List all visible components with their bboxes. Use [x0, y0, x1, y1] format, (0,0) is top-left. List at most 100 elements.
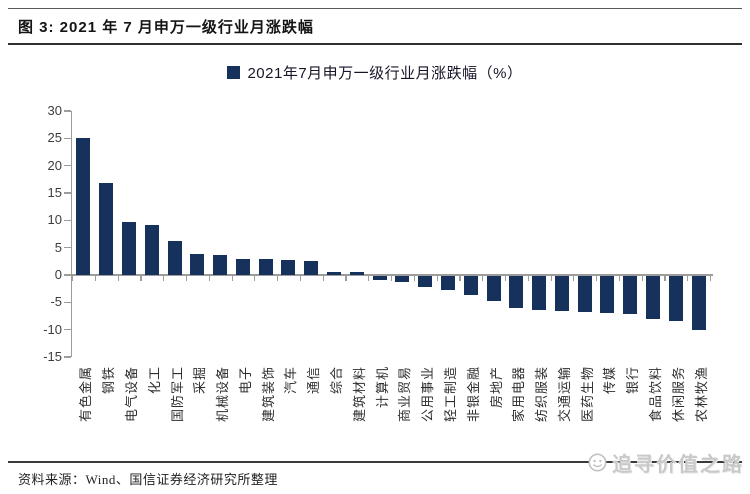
x-axis-tick [596, 275, 598, 281]
x-axis-category-label-text: 食品饮料 [648, 366, 664, 423]
x-axis-category-label-text: 采掘 [192, 366, 208, 395]
y-axis-tick-label: 15 [47, 185, 62, 200]
x-axis-tick [94, 275, 96, 281]
chart-legend: 2021年7月申万一级行业月涨跌幅（%） [0, 60, 750, 84]
x-axis-tick [459, 275, 461, 281]
figure-title: 图 3: 2021 年 7 月申万一级行业月涨跌幅 [18, 19, 314, 36]
watermark: 追寻价值之路 [587, 449, 744, 476]
x-axis-tick [72, 275, 74, 281]
x-axis-tick [277, 275, 279, 281]
x-axis-category-label-text: 综合 [329, 366, 345, 395]
x-axis-category-label-text: 电气设备 [123, 366, 139, 423]
bar [532, 276, 547, 311]
y-axis-tick-label: -15 [43, 349, 62, 364]
x-axis-category-label-text: 休闲服务 [670, 366, 686, 423]
y-axis-tick-label: -5 [50, 294, 62, 310]
y-axis-tick [64, 246, 71, 249]
y-axis-tick [64, 164, 71, 167]
x-axis-tick [710, 275, 712, 281]
bar [646, 276, 661, 320]
x-axis-tick [641, 275, 643, 281]
legend-swatch-icon [227, 65, 241, 79]
source-note: 资料来源：Wind、国信证券经济研究所整理 [18, 472, 278, 487]
bar [121, 221, 136, 275]
x-axis-tick [163, 275, 165, 281]
x-axis-category-label-text: 机械设备 [215, 366, 231, 423]
x-axis-tick [140, 275, 142, 281]
x-axis-category-label-text: 商业贸易 [397, 366, 413, 423]
x-axis-category-label-text: 电子 [237, 366, 253, 395]
legend-label: 2021年7月申万一级行业月涨跌幅（%） [247, 64, 523, 82]
y-axis-tick [64, 301, 71, 304]
footer-rule [8, 461, 742, 463]
bar [235, 259, 250, 275]
bar [486, 276, 501, 302]
bar [554, 276, 569, 311]
x-axis-tick [664, 275, 666, 281]
x-axis-tick [368, 275, 370, 281]
y-axis-tick-label: 0 [54, 267, 62, 282]
x-axis-tick [322, 275, 324, 281]
x-axis-category-label-text: 非银金融 [465, 366, 481, 423]
x-axis-category-label-text: 轻工制造 [442, 366, 458, 423]
bar [258, 259, 273, 275]
y-axis-tick-label: 30 [47, 103, 62, 118]
x-axis-tick [687, 275, 689, 281]
x-axis-category-label-text: 汽车 [283, 366, 299, 395]
x-axis-tick [550, 275, 552, 281]
x-axis-tick [573, 275, 575, 281]
x-axis-category-label-text: 传媒 [602, 366, 618, 395]
bar [509, 276, 524, 308]
y-axis-tick-label: 25 [47, 130, 62, 146]
x-axis-category-label-text: 有色金属 [78, 366, 94, 423]
x-axis-tick [345, 275, 347, 281]
y-axis-tick [64, 356, 71, 358]
bar [144, 224, 159, 275]
y-axis-tick [64, 192, 71, 194]
watermark-text: 追寻价值之路 [612, 453, 744, 476]
bar [463, 276, 478, 296]
x-axis-category-label-text: 计算机 [374, 366, 390, 409]
x-axis-tick [254, 275, 256, 281]
title-divider-rule [8, 43, 742, 45]
bar [395, 276, 410, 282]
bar [668, 276, 683, 321]
bar [440, 276, 455, 291]
y-axis-tick-label: 5 [54, 239, 62, 255]
smiley-face-icon [588, 453, 607, 471]
x-axis-line [72, 274, 713, 276]
x-axis-category-label-text: 家用电器 [511, 366, 527, 423]
y-axis-line [70, 111, 72, 357]
x-axis-category-label-text: 公用事业 [420, 366, 436, 423]
bar [600, 276, 615, 314]
bar [327, 271, 342, 275]
bar [213, 254, 228, 275]
x-axis-category-label-text: 农林牧渔 [693, 366, 709, 423]
bar [577, 276, 592, 313]
x-axis-tick [527, 275, 529, 281]
x-axis-tick [504, 275, 507, 281]
x-axis-tick [208, 275, 210, 281]
x-axis-tick [413, 275, 415, 281]
x-axis-category-label-text: 钢铁 [101, 366, 117, 395]
x-axis-category-label-text: 通信 [306, 366, 322, 395]
bar [349, 272, 364, 275]
y-axis-tick [64, 328, 71, 331]
top-rule [8, 8, 742, 9]
bar [372, 276, 387, 281]
bar [167, 240, 182, 275]
bar [190, 253, 205, 275]
x-axis-category-label-text: 建筑材料 [351, 366, 367, 423]
y-axis-tick [64, 137, 71, 140]
bar [623, 276, 638, 315]
x-axis-category-label-text: 房地产 [488, 366, 504, 409]
y-axis-tick [64, 219, 71, 222]
x-axis-category-label-text: 交通运输 [556, 366, 572, 423]
y-axis-tick-label: 10 [47, 212, 62, 228]
x-axis-tick [299, 275, 302, 281]
x-axis-tick [117, 275, 119, 281]
x-axis-tick [482, 275, 484, 281]
bar [281, 259, 296, 275]
x-axis-category-label-text: 化工 [146, 366, 162, 395]
